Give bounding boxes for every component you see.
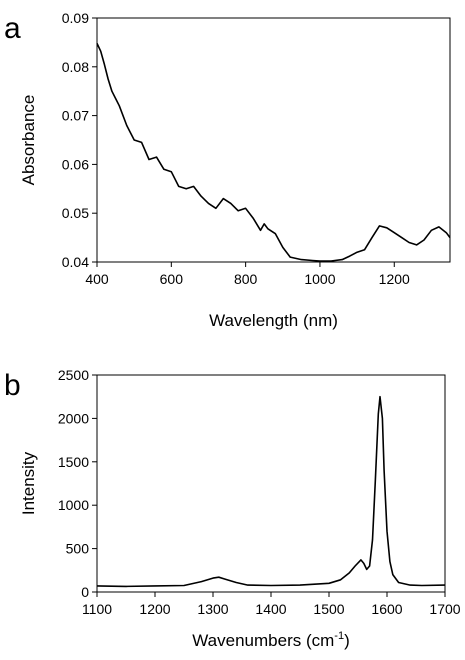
x-axis-title-close: ) (344, 631, 350, 650)
data-line (96, 43, 451, 262)
y-tick-label: 2500 (58, 367, 89, 383)
y-axis-title: Intensity (19, 451, 38, 515)
x-axis-title: Wavelength (nm) (209, 311, 338, 330)
y-tick-label: 500 (66, 541, 90, 557)
x-tick-label: 1700 (429, 601, 460, 617)
y-tick-label: 0.06 (62, 156, 89, 172)
y-axis-title: Absorbance (19, 95, 38, 186)
y-tick-label: 0 (81, 584, 89, 600)
x-tick-label: 1500 (313, 601, 344, 617)
x-tick-label: 1200 (379, 271, 410, 287)
panel-label: b (4, 369, 21, 402)
y-tick-label: 0.04 (62, 254, 89, 270)
x-axis-title-text: Wavenumbers (cm (192, 631, 334, 650)
plot-frame (96, 374, 446, 593)
x-tick-label: 1600 (371, 601, 402, 617)
x-tick-label: 1200 (139, 601, 170, 617)
data-line (96, 395, 446, 588)
x-tick-label: 1300 (197, 601, 228, 617)
x-axis-title-text: Wavelength (nm) (209, 311, 338, 330)
x-tick-label: 400 (85, 271, 109, 287)
panel-b: b 1100 1200 1300 1400 1500 1600 1700 0 500 1000 150… (4, 367, 461, 650)
panel-a: a 400 600 800 1000 1200 0.04 0.05 0.06 0.07 0.08 0.… (4, 10, 451, 330)
x-axis-title-superscript: -1 (334, 630, 344, 642)
y-tick-label: 1500 (58, 454, 89, 470)
y-tick-label: 0.09 (62, 10, 89, 26)
x-tick-label: 600 (160, 271, 184, 287)
x-tick-label: 1400 (255, 601, 286, 617)
x-axis-title: Wavenumbers (cm-1) (192, 630, 349, 650)
y-tick-label: 1000 (58, 497, 89, 513)
y-tick-label: 0.05 (62, 205, 89, 221)
x-tick-label: 1100 (82, 601, 112, 617)
y-tick-label: 0.08 (62, 59, 89, 75)
panel-label: a (4, 12, 21, 45)
y-tick-label: 2000 (58, 410, 89, 426)
plot-frame (96, 17, 451, 263)
x-tick-label: 1000 (304, 271, 335, 287)
x-tick-label: 800 (234, 271, 258, 287)
y-tick-label: 0.07 (62, 108, 89, 124)
